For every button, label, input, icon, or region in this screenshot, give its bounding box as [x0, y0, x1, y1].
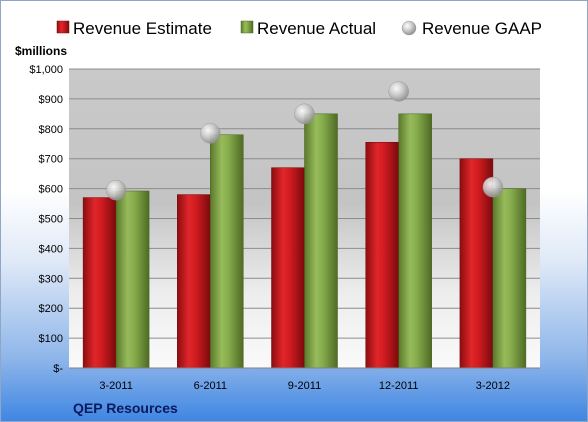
y-tick-label: $-	[53, 363, 63, 375]
x-tick-label: 12-2011	[379, 380, 419, 392]
y-tick-label: $900	[39, 94, 63, 106]
x-tick-label: 6-2011	[194, 380, 227, 392]
x-tick-label: 3-2012	[476, 380, 510, 392]
legend-label-revenue-gaap: Revenue GAAP	[422, 19, 542, 38]
gaap-markers	[105, 81, 504, 201]
legend-swatch-revenue-actual	[240, 20, 254, 34]
y-axis-unit-label: $millions	[15, 44, 67, 58]
x-tick-label: 3-2011	[99, 380, 132, 392]
bar-revenue-estimate	[82, 197, 117, 369]
marker-revenue-gaap	[105, 179, 127, 201]
y-tick-label: $1,000	[29, 64, 63, 76]
bar-revenue-estimate	[177, 194, 211, 369]
bar-revenue-actual	[398, 113, 432, 369]
marker-revenue-gaap	[200, 123, 221, 144]
y-tick-label: $400	[39, 243, 63, 255]
legend-swatch-revenue-estimate	[56, 20, 70, 34]
y-tick-label: $800	[39, 124, 63, 136]
legend-item-revenue-actual: Revenue Actual	[240, 19, 376, 38]
bar-revenue-estimate	[271, 167, 305, 369]
marker-revenue-gaap	[482, 176, 504, 198]
y-tick-label: $200	[39, 303, 63, 315]
bar-revenue-actual	[304, 113, 338, 369]
legend-item-revenue-estimate: Revenue Estimate	[56, 19, 212, 38]
legend-marker-revenue-gaap	[401, 20, 417, 36]
legend-label-revenue-estimate: Revenue Estimate	[73, 19, 212, 38]
legend: Revenue Estimate Revenue Actual Revenue …	[56, 19, 542, 38]
x-axis-ticks: 3-2011 6-2011 9-2011 12-2011 3-2012	[99, 380, 510, 392]
bar-revenue-estimate	[365, 142, 399, 369]
marker-revenue-gaap	[294, 103, 315, 125]
legend-item-revenue-gaap: Revenue GAAP	[401, 19, 542, 38]
marker-revenue-gaap	[388, 81, 409, 102]
company-name: QEP Resources	[73, 400, 178, 416]
y-tick-label: $100	[39, 333, 63, 345]
y-tick-label: $500	[39, 214, 63, 226]
y-axis-ticks: $- $100 $200 $300 $400 $500 $600 $700 $800 $900 $1…	[29, 64, 63, 375]
bars	[82, 113, 527, 369]
bar-revenue-actual	[210, 134, 244, 369]
bar-revenue-actual	[115, 190, 150, 369]
legend-label-revenue-actual: Revenue Actual	[257, 19, 376, 38]
x-tick-label: 9-2011	[288, 380, 321, 392]
y-tick-label: $600	[39, 184, 63, 196]
y-tick-label: $300	[39, 273, 63, 285]
bar-revenue-actual	[492, 188, 527, 369]
y-tick-label: $700	[39, 154, 63, 166]
